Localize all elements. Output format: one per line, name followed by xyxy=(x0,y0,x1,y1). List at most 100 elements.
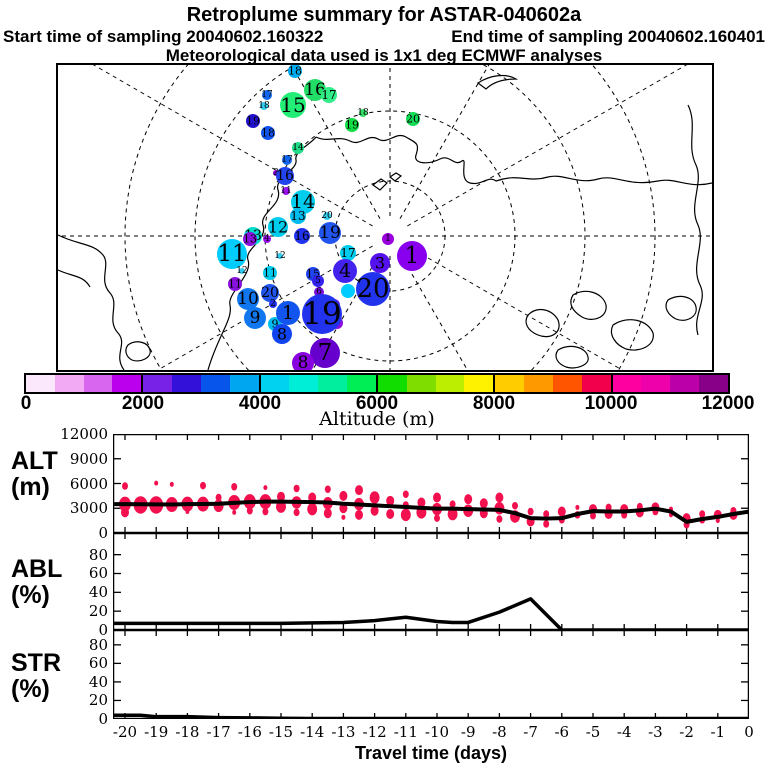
plume-marker xyxy=(269,300,277,308)
panel-alt xyxy=(113,434,749,533)
plume-marker xyxy=(333,259,357,283)
colorbar-segment xyxy=(610,375,642,392)
plume-marker xyxy=(291,190,315,214)
plume-marker xyxy=(262,90,272,100)
str-ytick-label: 20 xyxy=(88,691,108,710)
travel-time-tick-label: -7 xyxy=(523,723,538,741)
plume-marker-day-label: 4 xyxy=(264,234,270,244)
plume-marker xyxy=(246,114,260,128)
alt-ytick-label: 0 xyxy=(98,524,108,542)
colorbar-segment xyxy=(258,375,290,392)
plume-marker-day-label: 14 xyxy=(292,143,304,153)
colorbar-tick-label: 0 xyxy=(20,393,32,414)
plume-marker xyxy=(406,112,420,126)
plume-marker xyxy=(272,324,292,344)
travel-time-tick-label: -14 xyxy=(300,723,325,741)
plume-marker xyxy=(310,338,340,368)
travel-time-tick-label: -8 xyxy=(492,723,507,741)
panel-abl xyxy=(113,533,749,630)
plume-marker xyxy=(239,268,245,274)
colorbar-tick-label: 8000 xyxy=(472,393,516,414)
colorbar-segment xyxy=(699,375,728,392)
plume-marker-day-label: 18 xyxy=(261,127,275,140)
travel-time-tick-label: -2 xyxy=(679,723,694,741)
plume-marker-day-label: 1 xyxy=(405,243,420,269)
plume-marker-day-label: 19 xyxy=(246,115,260,128)
plume-marker xyxy=(292,142,304,154)
plume-marker-day-label: 16 xyxy=(304,80,326,100)
plume-marker-day-label: 12 xyxy=(236,266,247,276)
str-ytick-label: 40 xyxy=(88,672,108,691)
colorbar-segment xyxy=(83,375,113,392)
plume-marker-day-label: 19 xyxy=(319,223,341,243)
plume-marker-day-label: 18 xyxy=(288,65,302,78)
str-axis-label: STR xyxy=(11,649,61,677)
plume-marker xyxy=(341,284,355,298)
plume-marker-day-label: 11 xyxy=(217,241,246,267)
coastlines xyxy=(58,74,712,370)
plume-marker-day-label: 14 xyxy=(291,191,315,213)
plume-marker xyxy=(244,307,266,329)
travel-time-tick-label: -18 xyxy=(175,723,200,741)
plume-marker-day-label: 1 xyxy=(282,302,294,324)
travel-time-tick-label: -9 xyxy=(460,723,476,741)
plume-marker-day-label: 16 xyxy=(276,168,294,184)
alt-ytick-label: 3000 xyxy=(69,499,108,518)
x-axis-title: Travel time (days) xyxy=(354,743,508,763)
plume-marker xyxy=(345,118,359,132)
plume-marker xyxy=(243,232,257,246)
colorbar-segment xyxy=(524,375,553,392)
plume-marker xyxy=(217,239,247,269)
travel-time-tick-label: -10 xyxy=(424,723,450,741)
plume-marker-day-label: 8 xyxy=(298,353,309,370)
plume-marker xyxy=(282,187,290,195)
plume-marker-day-label: 7 xyxy=(318,340,333,366)
plume-marker-day-label: 18 xyxy=(357,108,369,118)
plume-marker-day-label: 17 xyxy=(321,88,336,102)
plume-marker xyxy=(263,235,271,243)
colorbar-tick-label: 2000 xyxy=(121,393,165,414)
abl-axis-label: ABL xyxy=(11,555,63,583)
plume-marker-day-label: 4 xyxy=(339,260,351,282)
plume-marker xyxy=(359,109,367,117)
plume-marker xyxy=(356,272,390,306)
travel-time-tick-label: -1 xyxy=(710,723,726,741)
plume-marker-day-label: 12 xyxy=(268,218,288,237)
colorbar-segment xyxy=(641,375,671,392)
plume-marker-day-label: 9 xyxy=(250,308,261,328)
retroplume-map-panel: 18 17 18 16 17 15 19 18 19 20 18 14 17 2 16 11 14 20 13 12 1… xyxy=(56,63,714,372)
alt-ytick-label: 9000 xyxy=(69,449,108,468)
plume-marker xyxy=(323,212,331,220)
str-ytick-label: 0 xyxy=(98,710,108,728)
colorbar-segment xyxy=(670,375,700,392)
plume-marker-day-label: 18 xyxy=(258,101,270,111)
plume-marker-day-label: 17 xyxy=(340,246,355,260)
plume-marker xyxy=(302,294,342,334)
travel-time-tick-label: -12 xyxy=(362,723,387,741)
colorbar-segment xyxy=(581,375,611,392)
plume-marker-day-label: 19 xyxy=(302,296,341,332)
colorbar-segment xyxy=(435,375,465,392)
plume-marker-day-label: 2 xyxy=(273,168,279,178)
travel-time-tick-label: -15 xyxy=(268,723,294,741)
figure-title: Retroplume summary for ASTAR-040602a xyxy=(186,4,582,26)
travel-time-tick-label: -5 xyxy=(585,723,601,741)
colorbar-segment xyxy=(141,375,173,392)
travel-time-tick-label: -16 xyxy=(237,723,262,741)
plume-marker-day-label: 19 xyxy=(345,119,359,132)
plume-marker-day-label: 17 xyxy=(281,155,293,165)
plume-marker-day-label: 3 xyxy=(375,254,385,273)
plume-marker-day-label: 13 xyxy=(243,233,257,246)
str-ytick-label: 80 xyxy=(88,635,108,654)
plume-marker xyxy=(321,87,337,103)
plume-marker-day-label: 17 xyxy=(261,90,273,100)
plume-marker xyxy=(292,352,314,370)
colorbar-segment xyxy=(406,375,436,392)
abl-ytick-label: 20 xyxy=(88,602,108,621)
plume-marker xyxy=(397,241,427,271)
colorbar-segment xyxy=(493,375,525,392)
abl-ytick-label: 60 xyxy=(88,564,108,583)
plume-marker-day-label: 20 xyxy=(261,285,279,301)
abl-axis-unit: (%) xyxy=(11,581,50,609)
plume-marker xyxy=(382,233,394,245)
